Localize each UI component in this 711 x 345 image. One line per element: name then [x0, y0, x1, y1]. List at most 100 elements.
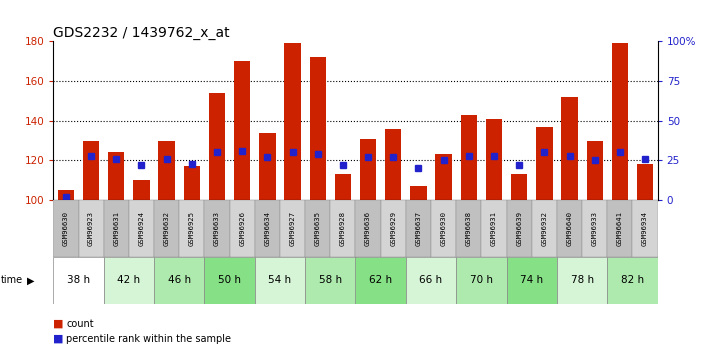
Bar — [335, 174, 351, 200]
Text: count: count — [66, 319, 94, 328]
Bar — [557, 257, 607, 304]
Text: GSM96641: GSM96641 — [617, 211, 623, 246]
Text: 74 h: 74 h — [520, 275, 543, 285]
Bar — [234, 61, 250, 200]
Bar — [456, 200, 481, 257]
Bar — [104, 200, 129, 257]
Text: GSM96928: GSM96928 — [340, 211, 346, 246]
Text: 46 h: 46 h — [168, 275, 191, 285]
Text: GSM96933: GSM96933 — [592, 211, 598, 246]
Text: 62 h: 62 h — [369, 275, 392, 285]
Bar — [587, 141, 603, 200]
Text: GSM96634: GSM96634 — [264, 211, 270, 246]
Text: GSM96639: GSM96639 — [516, 211, 522, 246]
Text: GSM96930: GSM96930 — [441, 211, 447, 246]
Text: GSM96631: GSM96631 — [113, 211, 119, 246]
Bar — [230, 200, 255, 257]
Text: 38 h: 38 h — [67, 275, 90, 285]
Text: GSM96638: GSM96638 — [466, 211, 472, 246]
Bar — [435, 155, 451, 200]
Text: 78 h: 78 h — [570, 275, 594, 285]
Text: 70 h: 70 h — [470, 275, 493, 285]
Bar — [159, 141, 175, 200]
Bar — [205, 257, 255, 304]
Bar — [486, 119, 502, 200]
Bar — [305, 257, 356, 304]
Text: GSM96637: GSM96637 — [415, 211, 422, 246]
Bar — [205, 200, 230, 257]
Bar — [431, 200, 456, 257]
Bar — [309, 57, 326, 200]
Bar — [637, 164, 653, 200]
Bar — [255, 257, 305, 304]
Bar — [331, 200, 356, 257]
Bar — [356, 200, 380, 257]
Text: GSM96630: GSM96630 — [63, 211, 69, 246]
Bar — [305, 200, 331, 257]
Bar — [58, 190, 74, 200]
Bar — [536, 127, 552, 200]
Bar — [511, 174, 528, 200]
Bar — [380, 200, 406, 257]
Bar — [406, 257, 456, 304]
Bar — [506, 257, 557, 304]
Bar — [461, 115, 477, 200]
Text: 82 h: 82 h — [621, 275, 644, 285]
Text: GSM96632: GSM96632 — [164, 211, 170, 246]
Text: ■: ■ — [53, 334, 64, 344]
Bar — [154, 200, 179, 257]
Bar — [481, 200, 506, 257]
Bar — [360, 139, 376, 200]
Text: GSM96640: GSM96640 — [567, 211, 572, 246]
Bar — [78, 200, 104, 257]
Text: GSM96633: GSM96633 — [214, 211, 220, 246]
Bar — [557, 200, 582, 257]
Text: ■: ■ — [53, 319, 64, 328]
Text: 54 h: 54 h — [268, 275, 292, 285]
Bar — [83, 141, 100, 200]
Bar — [562, 97, 578, 200]
Bar — [129, 200, 154, 257]
Bar — [108, 152, 124, 200]
Text: GSM96924: GSM96924 — [139, 211, 144, 246]
Bar — [179, 200, 205, 257]
Bar — [183, 166, 200, 200]
Bar — [532, 200, 557, 257]
Text: GSM96925: GSM96925 — [189, 211, 195, 246]
Bar — [104, 257, 154, 304]
Text: 50 h: 50 h — [218, 275, 241, 285]
Bar — [284, 43, 301, 200]
Bar — [506, 200, 532, 257]
Text: GDS2232 / 1439762_x_at: GDS2232 / 1439762_x_at — [53, 26, 230, 40]
Bar — [582, 200, 607, 257]
Text: GSM96932: GSM96932 — [541, 211, 547, 246]
Bar — [255, 200, 280, 257]
Text: 66 h: 66 h — [419, 275, 443, 285]
Bar — [154, 257, 205, 304]
Bar — [456, 257, 506, 304]
Bar — [356, 257, 406, 304]
Text: GSM96636: GSM96636 — [365, 211, 371, 246]
Bar — [133, 180, 149, 200]
Bar — [385, 129, 402, 200]
Bar — [611, 43, 628, 200]
Bar — [209, 93, 225, 200]
Text: ▶: ▶ — [27, 275, 35, 285]
Text: GSM96927: GSM96927 — [289, 211, 296, 246]
Text: GSM96934: GSM96934 — [642, 211, 648, 246]
Bar — [607, 257, 658, 304]
Text: percentile rank within the sample: percentile rank within the sample — [66, 334, 231, 344]
Bar — [260, 132, 276, 200]
Bar — [53, 257, 104, 304]
Bar — [410, 186, 427, 200]
Text: GSM96931: GSM96931 — [491, 211, 497, 246]
Text: GSM96635: GSM96635 — [315, 211, 321, 246]
Bar — [607, 200, 633, 257]
Text: time: time — [1, 275, 23, 285]
Text: GSM96929: GSM96929 — [390, 211, 396, 246]
Bar — [633, 200, 658, 257]
Text: GSM96923: GSM96923 — [88, 211, 94, 246]
Bar — [406, 200, 431, 257]
Text: 58 h: 58 h — [319, 275, 342, 285]
Bar — [280, 200, 305, 257]
